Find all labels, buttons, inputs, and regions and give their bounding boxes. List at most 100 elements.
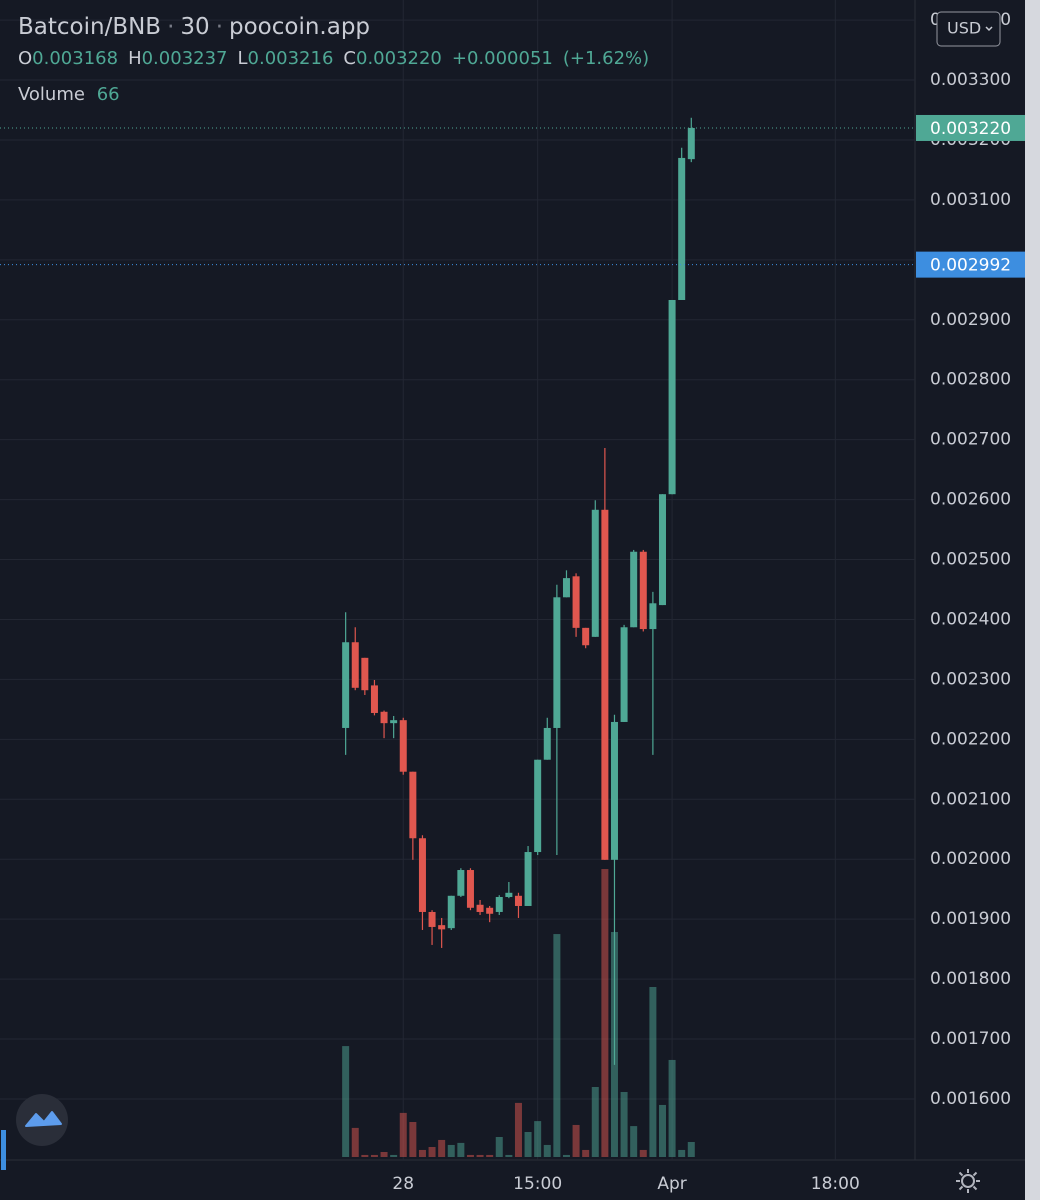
- volume-bar: [495, 1137, 503, 1157]
- volume-bar: [514, 1102, 522, 1157]
- legend: Batcoin/BNB · 30 · poocoin.app O0.003168 H0.0…: [18, 14, 649, 120]
- volume-bar: [562, 1154, 570, 1157]
- candle-body: [457, 870, 465, 896]
- volume-bar: [601, 869, 609, 1157]
- y-tick-label: 0.001600: [930, 1089, 1011, 1109]
- y-tick-label: 0.001800: [930, 969, 1011, 989]
- settings-gear[interactable]: [956, 1169, 980, 1193]
- interval: 30: [180, 14, 210, 40]
- volume-bar: [553, 934, 561, 1157]
- volume-bar: [668, 1059, 676, 1157]
- candle-body: [342, 642, 350, 728]
- ohlc-value: 0.003220: [356, 48, 442, 69]
- candle-body: [399, 720, 407, 772]
- volume-bar: [380, 1152, 388, 1157]
- volume-bar: [457, 1142, 465, 1157]
- volume-bar: [658, 1104, 666, 1157]
- volume-bar: [687, 1142, 695, 1157]
- volume-bar: [486, 1154, 494, 1157]
- volume-bar: [543, 1144, 551, 1157]
- y-tick-label: 0.002400: [930, 609, 1011, 629]
- volume-bar: [342, 1046, 350, 1157]
- side-tab[interactable]: [1, 1130, 6, 1170]
- candle-body: [418, 838, 426, 912]
- candle-body: [361, 657, 369, 691]
- candle-body: [466, 870, 474, 908]
- y-tick-label: 0.002500: [930, 550, 1011, 570]
- y-tick-label: 0.002100: [930, 789, 1011, 809]
- volume-value: 66: [96, 84, 120, 105]
- y-tick-label: 0.003300: [930, 70, 1011, 90]
- x-tick-label: Apr: [657, 1174, 686, 1194]
- price-tag: [916, 251, 1025, 278]
- candle-body: [582, 627, 590, 646]
- ohlc-key: O: [18, 48, 33, 69]
- volume-bar: [351, 1127, 359, 1157]
- price-tag-label: 0.002992: [930, 256, 1011, 276]
- volume-bar: [582, 1149, 590, 1157]
- ohlc-key: H: [128, 48, 142, 69]
- candle-body: [390, 720, 398, 724]
- plot-area: [0, 0, 915, 1160]
- candle-body: [601, 509, 609, 860]
- candle-body: [572, 576, 580, 628]
- y-tick-label: 0.002300: [930, 669, 1011, 689]
- candle-body: [351, 642, 359, 688]
- volume-bar: [649, 987, 657, 1157]
- y-tick-label: 0.002700: [930, 430, 1011, 450]
- volume-bar: [620, 1092, 628, 1157]
- ohlc-value: 0.003216: [247, 48, 334, 69]
- candle-body: [668, 299, 676, 495]
- right-frame: [1025, 0, 1040, 1200]
- volume-bar: [370, 1154, 378, 1157]
- x-tick-label: 15:00: [513, 1174, 562, 1194]
- y-tick-label: 0.002000: [930, 849, 1011, 869]
- candle-body: [476, 904, 484, 912]
- ohlc-value: 0.003237: [141, 48, 228, 69]
- ohlc-key: L: [237, 48, 248, 69]
- price-tag-label: 0.003220: [930, 119, 1011, 139]
- volume-bar: [524, 1132, 532, 1157]
- y-tick-label: 0.001900: [930, 909, 1011, 929]
- volume-bar: [447, 1144, 455, 1157]
- change: +0.000051: [451, 48, 553, 69]
- y-tick-label: 0.002800: [930, 370, 1011, 390]
- price-tag: [916, 114, 1025, 141]
- candle-body: [687, 127, 695, 160]
- candle-body: [438, 925, 446, 930]
- candle-body: [409, 771, 417, 839]
- candle-body: [428, 911, 436, 927]
- source: poocoin.app: [229, 14, 371, 40]
- candle-body: [553, 597, 561, 728]
- volume-bar: [534, 1121, 542, 1157]
- candle-body: [591, 509, 599, 637]
- candle-body: [543, 727, 551, 760]
- candle-body: [630, 551, 638, 628]
- volume-bar: [438, 1139, 446, 1157]
- candle-body: [658, 494, 666, 606]
- candle-body: [610, 721, 618, 860]
- logo[interactable]: [16, 1094, 68, 1146]
- change-pct: (+1.62%): [562, 48, 650, 69]
- candle-body: [649, 603, 657, 630]
- candle-body: [524, 852, 532, 906]
- candle-body: [505, 892, 513, 897]
- candle-body: [370, 685, 378, 713]
- volume-bar: [409, 1122, 417, 1157]
- y-tick-label: 0.002600: [930, 490, 1011, 510]
- y-tick-label: 0.002200: [930, 729, 1011, 749]
- candle-body: [514, 895, 522, 906]
- volume-bar: [466, 1154, 474, 1157]
- y-tick-label: 0.003100: [930, 190, 1011, 210]
- candle-body: [534, 759, 542, 853]
- candle-body: [495, 896, 503, 912]
- volume-bar: [630, 1126, 638, 1157]
- volume-bar: [428, 1147, 436, 1157]
- currency-button[interactable]: USD: [936, 11, 1001, 47]
- symbol-line: Batcoin/BNB · 30 · poocoin.app: [18, 14, 371, 40]
- volume-bar: [476, 1154, 484, 1157]
- candle-body: [486, 907, 494, 914]
- ohlc-key: C: [343, 48, 356, 69]
- ohlc-line: O0.003168 H0.003237 L0.003216 C0.003220 +0.0…: [18, 48, 649, 84]
